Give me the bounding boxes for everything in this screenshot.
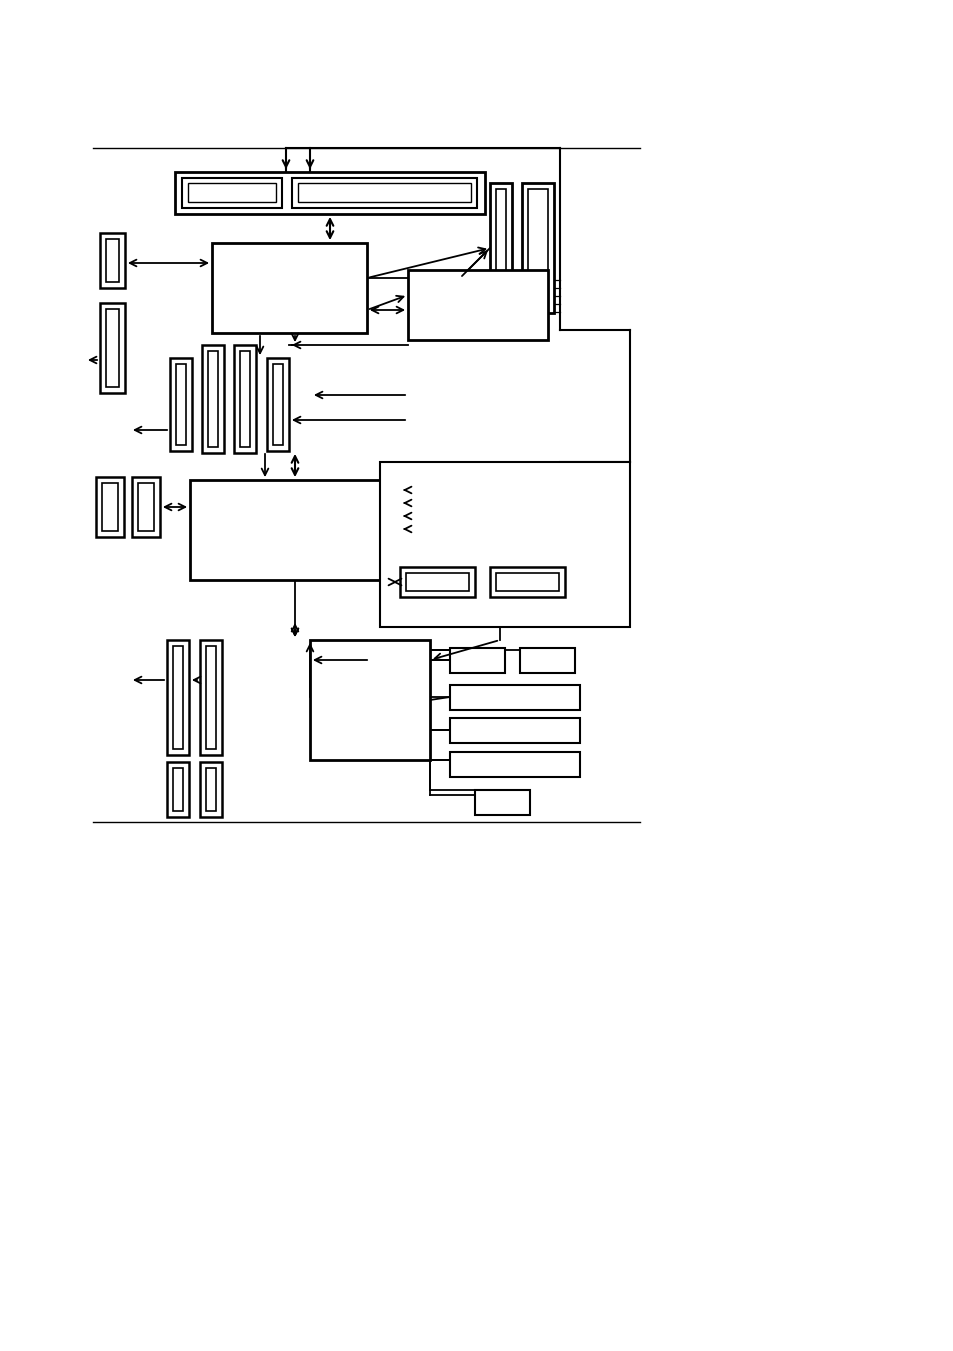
Bar <box>172 646 183 748</box>
Bar <box>406 573 469 590</box>
Bar <box>450 717 579 743</box>
Bar <box>519 648 575 673</box>
Bar <box>475 790 530 815</box>
Bar <box>233 345 255 453</box>
Bar <box>521 182 554 313</box>
Bar <box>267 358 289 451</box>
Bar <box>102 484 118 531</box>
Bar <box>206 767 215 811</box>
Bar <box>174 172 484 213</box>
Bar <box>496 573 558 590</box>
Bar <box>188 182 275 203</box>
Bar <box>170 358 192 451</box>
Bar <box>450 648 504 673</box>
Bar <box>273 363 283 444</box>
Bar <box>106 309 119 386</box>
Bar <box>100 303 125 393</box>
Bar <box>240 351 250 447</box>
Bar <box>496 189 505 307</box>
Bar <box>175 363 186 444</box>
Bar <box>527 189 547 307</box>
Bar <box>208 351 218 447</box>
Bar <box>182 178 282 208</box>
Bar <box>167 640 189 755</box>
Bar <box>310 640 430 761</box>
Bar <box>200 640 222 755</box>
Bar <box>297 182 471 203</box>
Bar <box>200 762 222 817</box>
Bar <box>399 567 475 597</box>
Bar <box>206 646 215 748</box>
Bar <box>172 767 183 811</box>
Bar <box>167 762 189 817</box>
Bar <box>190 480 399 580</box>
Bar <box>450 753 579 777</box>
Bar <box>138 484 153 531</box>
Bar <box>292 178 476 208</box>
Bar <box>132 477 160 536</box>
Bar <box>408 270 547 340</box>
Bar <box>450 685 579 711</box>
Bar <box>212 243 367 332</box>
Bar <box>106 239 119 282</box>
Bar <box>202 345 224 453</box>
Bar <box>96 477 124 536</box>
Bar <box>379 462 629 627</box>
Bar <box>100 232 125 288</box>
Bar <box>490 567 564 597</box>
Bar <box>490 182 512 313</box>
